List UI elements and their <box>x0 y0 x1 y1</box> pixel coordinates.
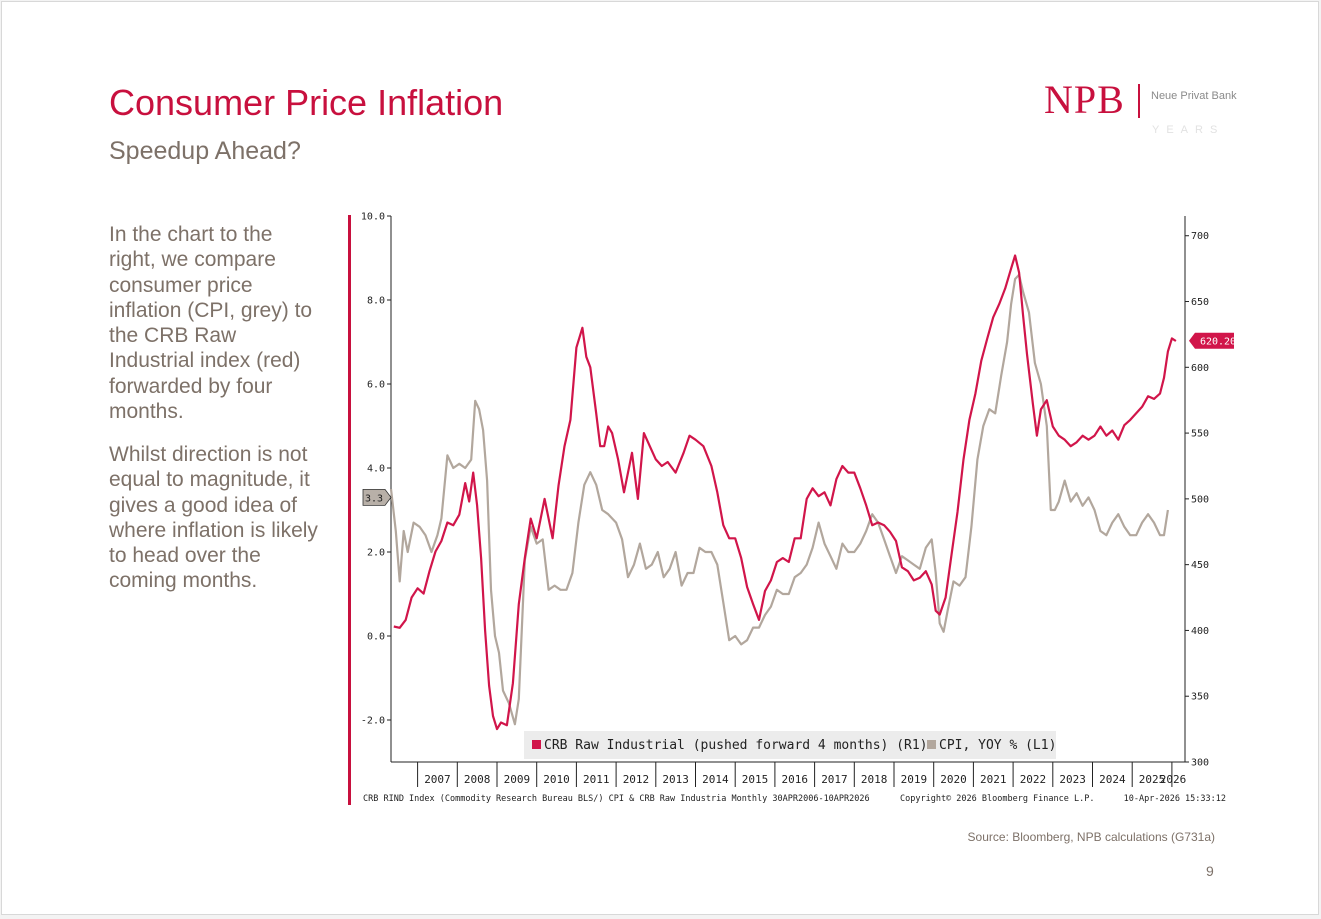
left-tick-label: 6.0 <box>367 380 385 391</box>
page-subtitle: Speedup Ahead? <box>109 137 301 165</box>
x-tick-label: 2019 <box>901 773 928 786</box>
x-tick-label: 2008 <box>464 773 491 786</box>
right-tick-label: 650 <box>1191 297 1209 308</box>
cpi-vs-crb-chart: 10.0 8.0 6.0 4.0 2.0 0.0 -2.0 700 650 600 550 500 4… <box>361 212 1234 804</box>
x-tick-label: 2011 <box>583 773 610 786</box>
legend-label-cpi: CPI, YOY % (L1) <box>939 738 1056 753</box>
x-tick-label: 2024 <box>1099 773 1126 786</box>
x-tick-label: 2025 <box>1139 773 1166 786</box>
crb-series-line <box>393 254 1177 731</box>
left-tick-label: 2.0 <box>367 548 385 559</box>
x-tick-label: 2018 <box>861 773 888 786</box>
chart-accent-rule <box>348 215 351 805</box>
right-tick-label: 700 <box>1191 231 1209 242</box>
right-tick-label: 400 <box>1191 626 1209 637</box>
x-tick-label: 2023 <box>1059 773 1086 786</box>
chart-footer-copyright: Copyright© 2026 Bloomberg Finance L.P. <box>900 794 1094 804</box>
x-tick-label: 2026 <box>1160 773 1187 786</box>
cpi-series-line <box>389 273 1169 726</box>
crb-last-value-label: 620.20 <box>1200 337 1234 348</box>
left-tick-label: 0.0 <box>367 632 385 643</box>
left-tick-label: -2.0 <box>361 716 385 727</box>
left-tick-label: 10.0 <box>361 212 385 223</box>
x-tick-label: 2021 <box>980 773 1007 786</box>
crb-last-value-marker <box>1189 332 1234 349</box>
chart-footer-timestamp: 10-Apr-2026 15:33:12 <box>1124 794 1226 804</box>
cpi-last-value-marker <box>362 489 392 506</box>
x-tick-label: 2007 <box>424 773 451 786</box>
right-tick-label: 450 <box>1191 560 1209 571</box>
logo-divider <box>1138 84 1140 118</box>
x-tick-label: 2015 <box>742 773 769 786</box>
page-title: Consumer Price Inflation <box>109 82 504 123</box>
right-tick-label: 500 <box>1191 494 1209 505</box>
right-tick-label: 600 <box>1191 363 1209 374</box>
legend-swatch-cpi <box>927 740 936 749</box>
cpi-last-value-label: 3.3 <box>365 493 383 504</box>
left-tick-label: 4.0 <box>367 464 385 475</box>
page-number: 9 <box>1206 863 1214 879</box>
legend-box <box>524 731 1056 759</box>
logo-brand: NPB <box>1044 77 1125 122</box>
legend-label-crb: CRB Raw Industrial (pushed forward 4 mon… <box>544 738 928 753</box>
x-tick-label: 2009 <box>504 773 531 786</box>
left-tick-label: 8.0 <box>367 296 385 307</box>
x-tick-label: 2013 <box>662 773 689 786</box>
chart-footer-description: CRB RIND Index (Commodity Research Burea… <box>363 794 870 804</box>
logo-bank-name: Neue Privat Bank <box>1151 90 1237 102</box>
commentary-paragraph-2: Whilst direction is not equal to magnitu… <box>109 443 318 593</box>
x-tick-label: 2017 <box>821 773 848 786</box>
logo-years-label: YEARS <box>1152 124 1225 136</box>
legend-swatch-crb <box>532 740 541 749</box>
x-tick-label: 2016 <box>781 773 808 786</box>
right-tick-label: 550 <box>1191 429 1209 440</box>
right-tick-label: 350 <box>1191 692 1209 703</box>
x-tick-label: 2020 <box>940 773 967 786</box>
commentary-paragraph-1: In the chart to the right, we compare co… <box>109 223 313 424</box>
x-tick-label: 2014 <box>702 773 729 786</box>
right-tick-label: 300 <box>1191 758 1209 769</box>
x-tick-label: 2012 <box>623 773 650 786</box>
source-note: Source: Bloomberg, NPB calculations (G73… <box>967 830 1215 844</box>
npb-logo: 25 NPB Neue Privat Bank YEARS <box>1042 67 1242 142</box>
x-tick-label: 2010 <box>543 773 570 786</box>
x-tick-label: 2022 <box>1020 773 1047 786</box>
